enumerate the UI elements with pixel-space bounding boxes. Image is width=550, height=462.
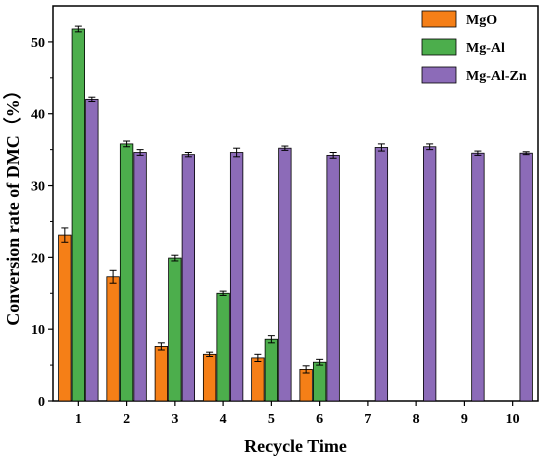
y-tick-label: 0 <box>38 395 45 410</box>
errorbar-mg-al-5 <box>267 335 275 344</box>
bar-mg-al-zn-2 <box>133 152 147 402</box>
bar-mg-al-6 <box>312 361 327 402</box>
bar-mg-al-2 <box>119 143 134 402</box>
bar-mgo-1 <box>58 234 72 402</box>
bar-mgo-3 <box>154 346 169 402</box>
x-ticks-group: 1 2 3 4 5 6 7 8 9 10 <box>75 401 520 427</box>
bar-mgo-2 <box>106 276 120 402</box>
x-tick-label: 2 <box>123 412 130 427</box>
bar-mg-al-zn-3 <box>181 154 196 402</box>
plot-frame <box>52 5 539 402</box>
errorbar-mg-al-zn-7 <box>377 143 385 152</box>
errorbar-mg-al-zn-4 <box>233 147 241 158</box>
plot-frame-group <box>52 5 539 402</box>
errorbar-mgo-4 <box>206 351 214 357</box>
x-tick-label: 4 <box>220 412 227 427</box>
bars-group <box>58 28 533 402</box>
x-tick-label: 9 <box>461 412 468 427</box>
x-tick-label: 3 <box>171 412 178 427</box>
bar-mg-al-zn-10 <box>519 152 533 402</box>
errorbar-mg-al-1 <box>74 25 82 33</box>
y-tick-label: 50 <box>31 36 45 51</box>
errorbars-group <box>61 25 530 374</box>
x-axis-label: Recycle Time <box>244 436 347 456</box>
legend-item-mgo: MgO <box>421 10 497 28</box>
y-tick-label: 10 <box>31 323 45 338</box>
legend-item-mg-al-zn: Mg-Al-Zn <box>421 66 527 84</box>
bar-mgo-6 <box>299 368 313 402</box>
x-tick-label: 8 <box>413 412 420 427</box>
bar-mg-al-4 <box>216 292 230 402</box>
y-ticks-group: 0 10 20 30 40 50 <box>31 36 53 410</box>
errorbar-mg-al-zn-5 <box>281 145 289 151</box>
errorbar-mgo-1 <box>61 227 69 243</box>
x-tick-label: 1 <box>75 412 82 427</box>
errorbar-mg-al-zn-9 <box>474 150 482 156</box>
x-tick-label: 6 <box>316 412 323 427</box>
bar-mg-al-zn-1 <box>85 98 99 402</box>
legend-swatch <box>421 66 457 84</box>
legend: MgO Mg-Al Mg-Al-Zn <box>421 10 527 84</box>
legend-item-mg-al: Mg-Al <box>421 38 505 56</box>
bar-mg-al-zn-5 <box>278 147 292 402</box>
errorbar-mgo-3 <box>157 342 165 351</box>
bar-mgo-4 <box>202 353 217 402</box>
x-tick-label: 10 <box>506 412 520 427</box>
errorbar-mg-al-zn-8 <box>426 143 434 151</box>
y-tick-label: 20 <box>31 251 45 266</box>
legend-label: Mg-Al-Zn <box>466 69 527 84</box>
errorbar-mg-al-zn-6 <box>329 152 337 159</box>
errorbar-mg-al-4 <box>219 290 227 296</box>
errorbar-mgo-5 <box>254 353 262 362</box>
errorbar-mg-al-2 <box>123 140 131 148</box>
legend-swatch <box>421 10 457 28</box>
errorbar-mgo-2 <box>109 269 117 284</box>
bar-mg-al-zn-9 <box>471 152 485 402</box>
errorbar-mg-al-6 <box>316 358 324 366</box>
errorbar-mg-al-zn-2 <box>136 149 144 156</box>
errorbar-mg-al-zn-10 <box>522 151 530 156</box>
bar-mgo-5 <box>251 357 265 402</box>
legend-swatch <box>421 38 457 56</box>
legend-label: Mg-Al <box>466 41 505 56</box>
bar-mg-al-1 <box>71 28 85 402</box>
bar-mg-al-zn-8 <box>422 146 437 402</box>
bar-mg-al-zn-6 <box>326 154 340 402</box>
errorbar-mgo-6 <box>302 365 310 374</box>
bar-mg-al-5 <box>264 338 279 402</box>
x-tick-label: 7 <box>364 412 371 427</box>
bar-mg-al-zn-4 <box>229 152 244 402</box>
bar-mg-al-3 <box>168 257 182 402</box>
x-tick-label: 5 <box>268 412 275 427</box>
bar-mg-al-zn-7 <box>374 147 389 402</box>
y-axis-label: Conversion rate of DMC（%） <box>3 81 23 325</box>
errorbar-mg-al-zn-3 <box>184 152 192 158</box>
legend-label: MgO <box>466 13 497 28</box>
errorbar-mg-al-3 <box>171 254 179 262</box>
errorbar-mg-al-zn-1 <box>88 96 96 103</box>
y-tick-label: 40 <box>31 108 45 123</box>
y-tick-label: 30 <box>31 180 45 195</box>
